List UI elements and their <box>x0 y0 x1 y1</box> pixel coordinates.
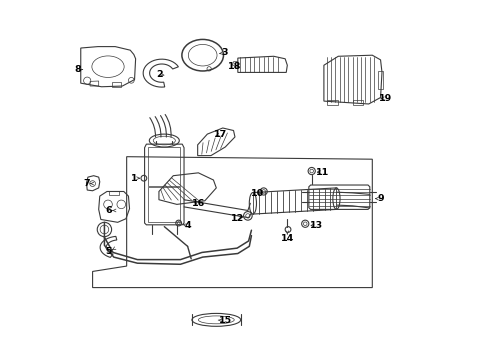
Text: 8: 8 <box>75 65 82 74</box>
Text: 9: 9 <box>377 194 384 203</box>
Text: 4: 4 <box>184 221 191 230</box>
Text: 14: 14 <box>281 234 294 243</box>
Text: 16: 16 <box>192 199 205 208</box>
Text: 10: 10 <box>251 189 264 198</box>
Text: 13: 13 <box>310 221 322 230</box>
Text: 19: 19 <box>379 94 392 103</box>
Text: 7: 7 <box>83 179 90 188</box>
Text: 5: 5 <box>105 247 112 256</box>
Text: 17: 17 <box>214 130 227 139</box>
Text: 2: 2 <box>156 70 163 79</box>
Text: 1: 1 <box>131 174 138 183</box>
Text: 15: 15 <box>219 316 232 325</box>
Text: 11: 11 <box>316 168 329 177</box>
Text: 6: 6 <box>105 206 112 215</box>
Text: 3: 3 <box>221 48 227 57</box>
Text: 12: 12 <box>231 214 245 223</box>
Text: 18: 18 <box>228 62 242 71</box>
